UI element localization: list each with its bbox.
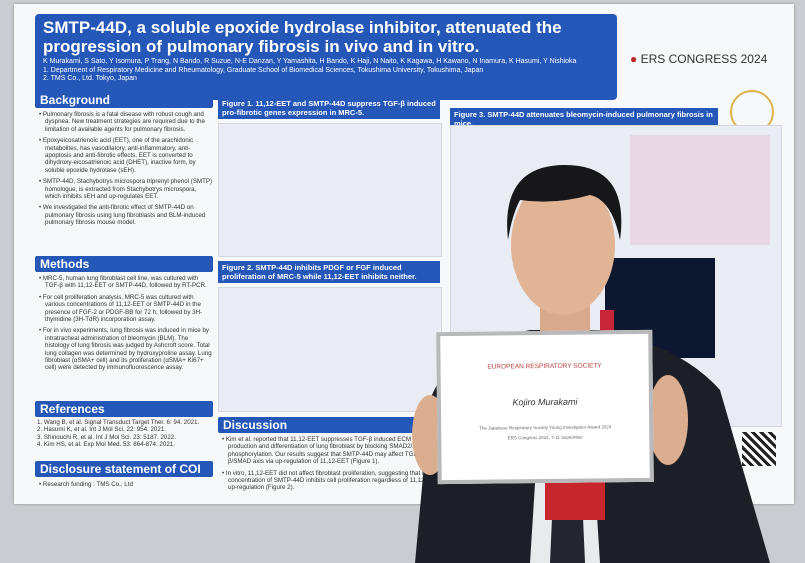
lanyard: [545, 480, 605, 520]
reference: 1. Wang B, et al. Signal Transduct Targe…: [37, 419, 200, 426]
congress-logo: ● ERS CONGRESS 2024: [630, 52, 768, 66]
authors: K Murakami, S Sato, Y Isomura, P Trang, …: [43, 58, 613, 84]
affiliation: 1. Department of Respiratory Medicine an…: [43, 66, 484, 74]
bullet: Pulmonary fibrosis is a fatal disease wi…: [37, 111, 213, 133]
section-body: Pulmonary fibrosis is a fatal disease wi…: [37, 111, 213, 251]
bullet: Epoxyeicosatrienoic acid (EET), one of t…: [37, 137, 213, 174]
face: [511, 175, 615, 315]
certificate-event: ERS Congress 2024, 7-11 September: [507, 434, 584, 441]
bullet: We investigated the anti-fibrotic effect…: [37, 204, 213, 226]
bullet: For in vivo experiments, lung fibrosis w…: [37, 327, 213, 371]
section-header: Discussion: [218, 417, 440, 433]
section-body: Research funding : TMS Co., Ltd: [37, 481, 213, 492]
bullet: For cell proliferation analysis, MRC-5 w…: [37, 294, 213, 324]
author-list: K Murakami, S Sato, Y Isomura, P Trang, …: [43, 58, 577, 65]
figure-title: Figure 3. SMTP-44D attenuates bleomycin-…: [450, 108, 718, 130]
section-header: Background: [35, 92, 213, 108]
qr-code: [742, 432, 776, 466]
section-body: 1. Wang B, et al. Signal Transduct Targe…: [37, 419, 213, 459]
certificate: EUROPEAN RESPIRATORY SOCIETY Kojiro Mura…: [436, 329, 654, 485]
congress-name: ERS CONGRESS 2024: [640, 52, 768, 66]
affiliation: 2. TMS Co., Ltd. Tokyo, Japan: [43, 75, 137, 82]
certificate-org: EUROPEAN RESPIRATORY SOCIETY: [487, 362, 602, 371]
poster-header: SMTP-44D, a soluble epoxide hydrolase in…: [35, 14, 617, 100]
bullet: Kim et al. reported that 11,12-EET suppr…: [220, 436, 440, 466]
bullet: Research funding : TMS Co., Ltd: [37, 481, 213, 488]
certificate-award: The Japanese Respiratory Society Young I…: [479, 424, 612, 431]
reference: 4. Kim HS, et al. Exp Mol Med. 53: 864-8…: [37, 441, 175, 449]
hand: [648, 375, 688, 465]
hair: [507, 165, 622, 240]
certificate-recipient: Kojiro Murakami: [512, 396, 578, 408]
bullet: MRC-5, human lung fibroblast cell line, …: [37, 275, 213, 290]
section-body: MRC-5, human lung fibroblast cell line, …: [37, 275, 213, 397]
section-body: Kim et al. reported that 11,12-EET suppr…: [220, 436, 440, 496]
figure-title: Figure 2. SMTP-44D inhibits PDGF or FGF …: [218, 261, 440, 283]
figure-title: Figure 1. 11,12-EET and SMTP-44D suppres…: [218, 97, 440, 119]
histology-image: [630, 135, 770, 245]
section-header: References: [35, 401, 213, 417]
reference: 2. Hasumi K, et al. Int J Mol Sci. 22: 9…: [37, 426, 166, 434]
figure-panel: [218, 123, 442, 257]
section-header: Disclosure statement of COI: [35, 461, 213, 477]
bullet: In vitro, 11,12-EET did not affect fibro…: [220, 470, 440, 492]
reference: 3. Shinouchi R, et al. Int J Mol Sci. 23…: [37, 433, 176, 441]
figure-panel: [218, 287, 442, 412]
bullet: SMTP-44D, Stachybotrys microspora tripre…: [37, 178, 213, 200]
poster-title: SMTP-44D, a soluble epoxide hydrolase in…: [43, 18, 562, 56]
section-header: Methods: [35, 256, 213, 272]
